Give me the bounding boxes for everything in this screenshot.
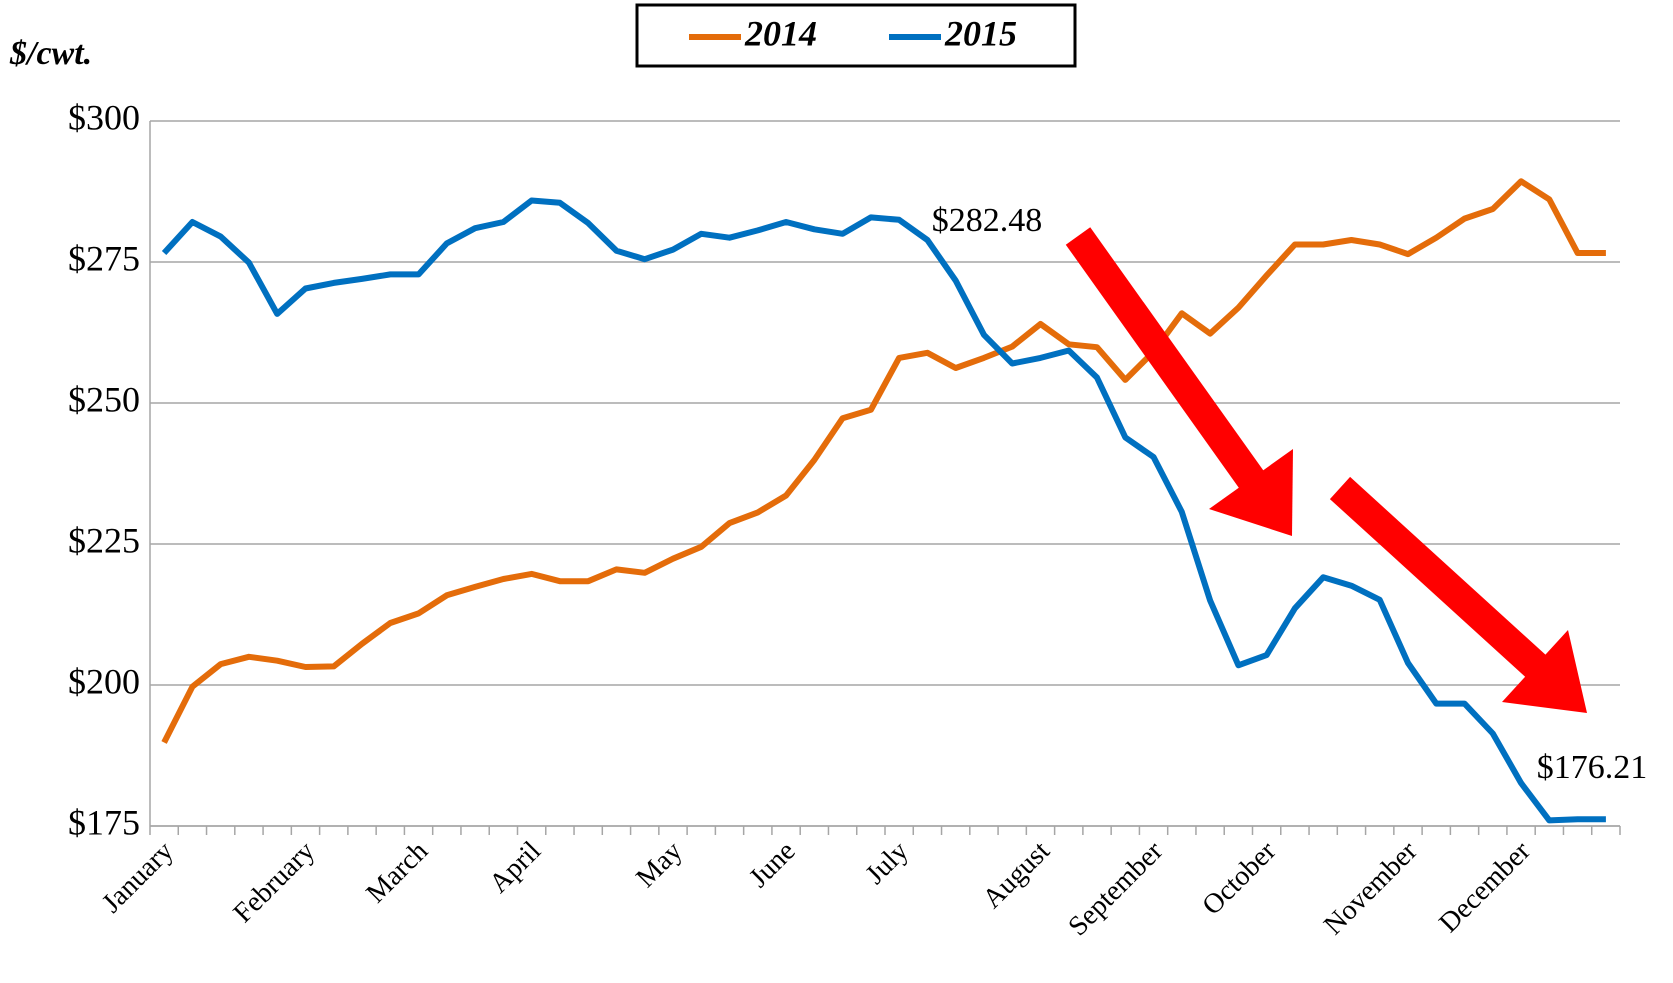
y-tick-label: $275 (68, 238, 140, 278)
legend-label: 2014 (744, 13, 817, 53)
series-line (161, 178, 1606, 744)
x-tick-label: October (1196, 835, 1282, 921)
legend-label: 2015 (944, 13, 1017, 53)
y-tick-label: $200 (68, 661, 140, 701)
x-tick-label: May (630, 836, 688, 894)
legend: 2014 2015 (635, 3, 1077, 68)
x-tick-label: March (360, 836, 434, 910)
x-tick-label: September (1062, 835, 1169, 942)
arrow (1065, 227, 1293, 536)
x-tick-label: December (1433, 835, 1537, 939)
x-tick-label: July (860, 836, 915, 891)
x-tick-label: January (96, 836, 179, 919)
y-tick-label: $300 (68, 97, 140, 137)
x-tick-label: February (228, 836, 321, 929)
annotation: $282.48 (932, 202, 1043, 239)
series-line (161, 197, 1606, 824)
y-tick-label: $175 (68, 802, 140, 842)
x-tick-label: June (743, 836, 801, 894)
x-tick-label: November (1318, 835, 1424, 941)
x-tick-label: August (977, 835, 1056, 914)
arrow (1329, 476, 1587, 713)
x-tick-label: April (483, 835, 547, 899)
y-tick-label: $250 (68, 379, 140, 419)
y-tick-label: $225 (68, 520, 140, 560)
annotation: $176.21 (1537, 749, 1648, 786)
plot: $175 $200 $225 $250 $275 $300 January February M… (68, 3, 1621, 942)
y-axis-label: $/cwt. (9, 35, 92, 72)
